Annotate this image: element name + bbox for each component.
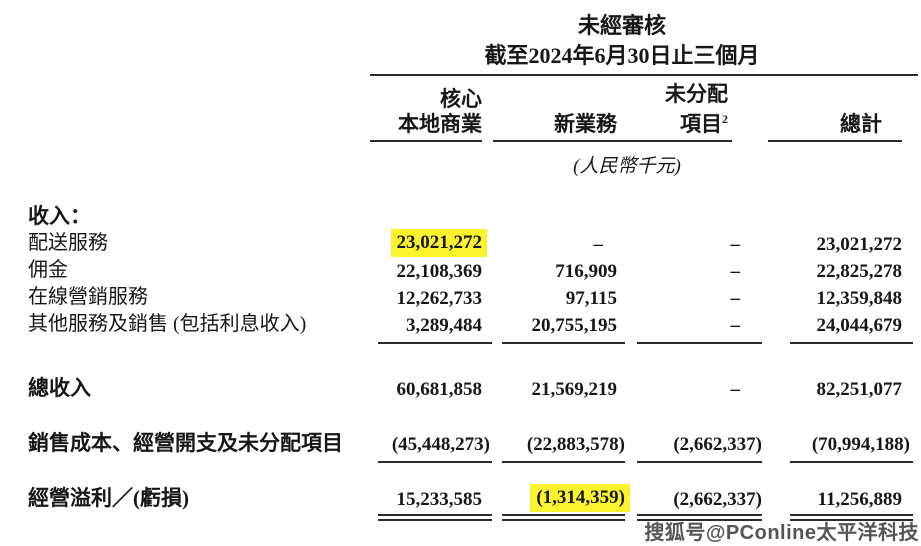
table-row-delivery-services: 配送服務 23,021,272 – – 23,021,272 bbox=[28, 229, 914, 257]
value-unallocated: – bbox=[730, 288, 741, 309]
footnote-marker: 2 bbox=[722, 112, 728, 126]
value-new-initiatives: 21,569,219 bbox=[531, 379, 618, 400]
value-new-initiatives: (22,883,578) bbox=[526, 434, 625, 455]
currency-unit-note: (人民幣千元) bbox=[573, 156, 681, 177]
table-row-commission: 佣金 22,108,369 716,909 – 22,825,278 bbox=[28, 257, 914, 284]
value-unallocated: – bbox=[730, 234, 741, 255]
row-label: 配送服務 bbox=[28, 232, 108, 254]
value-total: 22,825,278 bbox=[816, 261, 903, 282]
value-core-local: 15,233,585 bbox=[396, 489, 483, 510]
value-new-initiatives: 716,909 bbox=[555, 261, 617, 282]
table-row-total-revenue: 總收入 60,681,858 21,569,219 – 82,251,077 bbox=[28, 350, 914, 402]
row-label: 佣金 bbox=[28, 259, 68, 281]
value-core-local: 12,262,733 bbox=[396, 288, 483, 309]
column-header-text: 核心 本地商業 bbox=[398, 87, 482, 136]
value-total: 23,021,272 bbox=[816, 234, 903, 255]
row-label: 總收入 bbox=[28, 376, 91, 400]
table-row-operating-profit: 經營溢利／(虧損) 15,233,585 (1,314,359) (2,662,… bbox=[28, 469, 914, 512]
value-total: 11,256,889 bbox=[817, 489, 902, 510]
column-rule bbox=[502, 461, 625, 463]
value-unallocated: (2,662,337) bbox=[673, 489, 762, 510]
value-unallocated: – bbox=[730, 379, 741, 400]
table-row-other-services: 其他服務及銷售 (包括利息收入) 3,289,484 20,755,195 – … bbox=[28, 311, 914, 338]
column-rule bbox=[790, 342, 913, 344]
column-header-total: 總計 bbox=[762, 112, 906, 142]
value-new-initiatives: 97,115 bbox=[565, 288, 617, 309]
value-core-local: 60,681,858 bbox=[396, 379, 483, 400]
column-rule bbox=[637, 461, 762, 463]
column-rule bbox=[370, 140, 482, 142]
double-rule bbox=[637, 514, 762, 521]
table-title-block: 未經審核 截至2024年6月30日止三個月 bbox=[352, 12, 892, 72]
value-core-local: 3,289,484 bbox=[406, 315, 482, 336]
value-total: 12,359,848 bbox=[816, 288, 903, 309]
value-unallocated: – bbox=[730, 261, 741, 282]
value-total: 82,251,077 bbox=[816, 379, 903, 400]
value-unallocated: (2,662,337) bbox=[673, 434, 762, 455]
column-rule bbox=[378, 342, 492, 344]
value-core-local: 22,108,369 bbox=[396, 261, 483, 282]
column-header-text: 新業務 bbox=[554, 112, 617, 136]
column-rule bbox=[637, 342, 762, 344]
value-total: 24,044,679 bbox=[816, 315, 903, 336]
row-label: 在線營銷服務 bbox=[28, 286, 148, 308]
column-rule bbox=[625, 140, 732, 142]
grand-total-double-rule-row bbox=[28, 512, 914, 526]
double-rule bbox=[502, 514, 625, 521]
value-new-initiatives: – bbox=[593, 234, 604, 255]
column-header-core-local: 核心 本地商業 bbox=[368, 87, 486, 142]
value-total: (70,994,188) bbox=[811, 434, 910, 455]
column-header-text: 總計 bbox=[840, 112, 882, 136]
double-rule bbox=[790, 514, 913, 521]
column-header-unallocated: 未分配 項目2 bbox=[625, 82, 762, 142]
value-core-local: (45,448,273) bbox=[391, 434, 490, 455]
column-rule bbox=[790, 461, 913, 463]
column-rule bbox=[502, 342, 625, 344]
column-header-text: 未分配 項目2 bbox=[665, 82, 728, 136]
segment-results-table: 核心 本地商業 新業務 未分配 項目2 總計 bbox=[28, 82, 914, 526]
unit-note-row: (人民幣千元) bbox=[28, 142, 914, 178]
row-label: 銷售成本、經營開支及未分配項目 bbox=[28, 431, 343, 455]
table-row-costs: 銷售成本、經營開支及未分配項目 (45,448,273) (22,883,578… bbox=[28, 402, 914, 457]
column-rule bbox=[493, 140, 625, 142]
value-new-initiatives: (1,314,359) bbox=[486, 484, 630, 512]
subtotal-rule-row bbox=[28, 338, 914, 350]
double-rule bbox=[378, 514, 492, 521]
costs-rule-row bbox=[28, 457, 914, 469]
section-header-label: 收入： bbox=[28, 204, 91, 228]
watermark: 搜狐号@PConline太平洋科技 bbox=[644, 522, 919, 544]
table-row-online-marketing: 在線營銷服務 12,262,733 97,115 – 12,359,848 bbox=[28, 284, 914, 311]
column-rule bbox=[378, 461, 492, 463]
value-unallocated: – bbox=[730, 315, 741, 336]
value-new-initiatives: 20,755,195 bbox=[531, 315, 618, 336]
unaudited-title: 未經審核 bbox=[577, 13, 666, 38]
column-header-row: 核心 本地商業 新業務 未分配 項目2 總計 bbox=[28, 82, 914, 142]
row-label: 經營溢利／(虧損) bbox=[28, 486, 189, 510]
period-title: 截至2024年6月30日止三個月 bbox=[484, 43, 760, 68]
column-rule bbox=[768, 140, 902, 142]
column-header-new-initiatives: 新業務 bbox=[486, 112, 625, 142]
value-core-local: 23,021,272 bbox=[368, 229, 487, 257]
section-header-row: 收入： bbox=[28, 178, 914, 230]
row-label: 其他服務及銷售 (包括利息收入) bbox=[28, 313, 307, 335]
header-top-rule bbox=[370, 74, 918, 76]
